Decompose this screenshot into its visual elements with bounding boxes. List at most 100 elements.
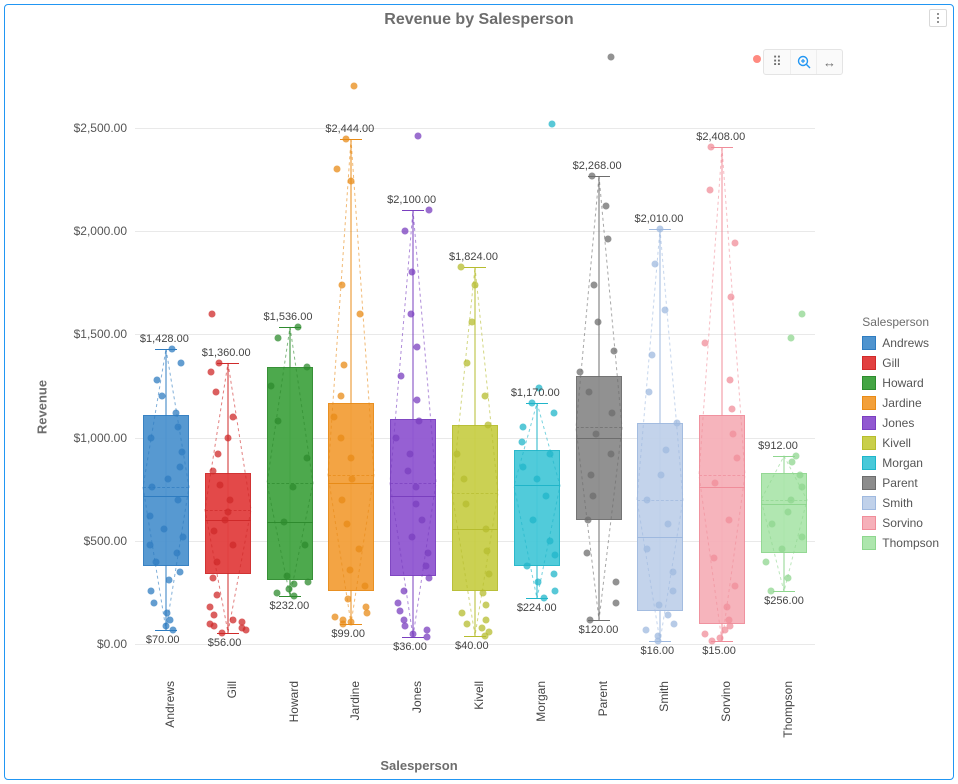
data-point[interactable] <box>165 577 172 584</box>
data-point[interactable] <box>149 484 156 491</box>
data-point[interactable] <box>763 558 770 565</box>
data-point[interactable] <box>161 525 168 532</box>
data-point[interactable] <box>415 132 422 139</box>
data-point[interactable] <box>341 362 348 369</box>
data-point[interactable] <box>175 496 182 503</box>
data-point[interactable] <box>347 178 354 185</box>
data-point[interactable] <box>787 335 794 342</box>
data-point[interactable] <box>338 434 345 441</box>
data-point[interactable] <box>210 612 217 619</box>
data-point[interactable] <box>402 228 409 235</box>
legend-item-thompson[interactable]: Thompson <box>862 533 939 553</box>
data-point[interactable] <box>177 360 184 367</box>
data-point[interactable] <box>797 471 804 478</box>
data-point[interactable] <box>409 269 416 276</box>
data-point[interactable] <box>219 629 226 636</box>
data-point[interactable] <box>551 587 558 594</box>
data-point[interactable] <box>784 575 791 582</box>
data-point[interactable] <box>671 620 678 627</box>
data-point[interactable] <box>453 451 460 458</box>
data-point[interactable] <box>344 521 351 528</box>
data-point[interactable] <box>392 434 399 441</box>
data-point[interactable] <box>519 438 526 445</box>
data-point[interactable] <box>409 533 416 540</box>
data-point[interactable] <box>409 631 416 638</box>
data-point[interactable] <box>229 616 236 623</box>
data-point[interactable] <box>658 471 665 478</box>
data-point[interactable] <box>227 496 234 503</box>
data-point[interactable] <box>338 281 345 288</box>
data-point[interactable] <box>283 573 290 580</box>
data-point[interactable] <box>177 463 184 470</box>
data-point[interactable] <box>239 624 246 631</box>
data-point[interactable] <box>290 484 297 491</box>
data-point[interactable] <box>528 399 535 406</box>
data-point[interactable] <box>210 527 217 534</box>
data-point[interactable] <box>548 120 555 127</box>
data-point[interactable] <box>657 225 664 232</box>
data-point[interactable] <box>355 546 362 553</box>
data-point[interactable] <box>423 633 430 640</box>
data-point[interactable] <box>225 434 232 441</box>
data-point[interactable] <box>304 455 311 462</box>
data-point[interactable] <box>169 346 176 353</box>
data-point[interactable] <box>425 575 432 582</box>
legend-item-howard[interactable]: Howard <box>862 373 939 393</box>
data-point[interactable] <box>728 405 735 412</box>
data-point[interactable] <box>151 600 158 607</box>
data-point[interactable] <box>648 352 655 359</box>
data-point[interactable] <box>787 496 794 503</box>
data-point[interactable] <box>425 550 432 557</box>
data-point[interactable] <box>347 455 354 462</box>
pan-mode-button[interactable]: ↔ <box>816 50 842 74</box>
data-point[interactable] <box>398 372 405 379</box>
data-point[interactable] <box>178 449 185 456</box>
data-point[interactable] <box>303 364 310 371</box>
data-point[interactable] <box>216 482 223 489</box>
legend-item-smith[interactable]: Smith <box>862 493 939 513</box>
data-point[interactable] <box>460 476 467 483</box>
data-point[interactable] <box>362 604 369 611</box>
data-point[interactable] <box>484 422 491 429</box>
data-point[interactable] <box>408 310 415 317</box>
data-point[interactable] <box>338 393 345 400</box>
data-point[interactable] <box>207 620 214 627</box>
data-point[interactable] <box>663 447 670 454</box>
data-point[interactable] <box>208 368 215 375</box>
data-point[interactable] <box>611 347 618 354</box>
data-point[interactable] <box>717 635 724 642</box>
legend-item-parent[interactable]: Parent <box>862 473 939 493</box>
data-point[interactable] <box>702 339 709 346</box>
data-point[interactable] <box>577 368 584 375</box>
data-point[interactable] <box>785 509 792 516</box>
data-point[interactable] <box>230 542 237 549</box>
data-point[interactable] <box>331 614 338 621</box>
data-point[interactable] <box>406 451 413 458</box>
data-point[interactable] <box>471 281 478 288</box>
data-point[interactable] <box>769 521 776 528</box>
data-point[interactable] <box>302 542 309 549</box>
data-point[interactable] <box>424 626 431 633</box>
data-point[interactable] <box>546 451 553 458</box>
data-point[interactable] <box>147 513 154 520</box>
data-point[interactable] <box>348 476 355 483</box>
data-point[interactable] <box>587 616 594 623</box>
data-point[interactable] <box>345 595 352 602</box>
data-point[interactable] <box>652 261 659 268</box>
data-point[interactable] <box>662 306 669 313</box>
data-point[interactable] <box>401 622 408 629</box>
data-point[interactable] <box>586 389 593 396</box>
select-mode-button[interactable]: ⠿ <box>764 50 790 74</box>
data-point[interactable] <box>711 480 718 487</box>
data-point[interactable] <box>547 538 554 545</box>
data-point[interactable] <box>588 172 595 179</box>
data-point[interactable] <box>724 604 731 611</box>
data-point[interactable] <box>726 622 733 629</box>
data-point[interactable] <box>148 434 155 441</box>
data-point[interactable] <box>798 484 805 491</box>
data-point[interactable] <box>274 589 281 596</box>
data-point[interactable] <box>401 587 408 594</box>
data-point[interactable] <box>180 533 187 540</box>
data-point[interactable] <box>792 452 799 459</box>
data-point[interactable] <box>730 430 737 437</box>
